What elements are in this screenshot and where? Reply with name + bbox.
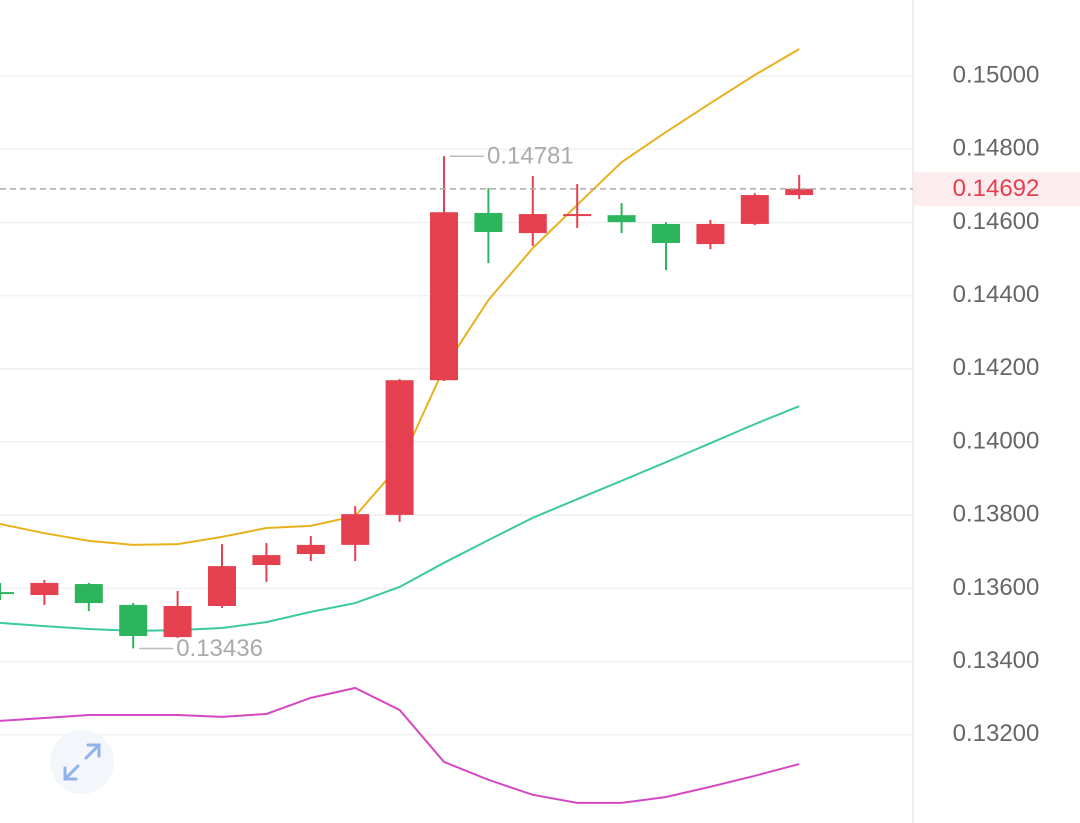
y-tick-label: 0.13200 xyxy=(953,720,1040,747)
y-tick-label: 0.14000 xyxy=(953,427,1040,454)
y-tick-label: 0.14800 xyxy=(953,135,1040,162)
candle-body xyxy=(119,604,148,637)
candle-body xyxy=(607,215,636,223)
candle-body xyxy=(785,188,814,196)
min-label: 0.13436 xyxy=(176,635,263,662)
candle-body xyxy=(296,544,325,555)
candle-body xyxy=(74,584,103,604)
candle-body xyxy=(430,212,458,381)
candle-body xyxy=(474,212,503,233)
candle-body xyxy=(740,195,769,224)
overlay-line xyxy=(0,686,800,804)
candle-body xyxy=(341,514,370,545)
y-tick-label: 0.14200 xyxy=(953,354,1040,381)
y-tick-label: 0.14600 xyxy=(953,208,1040,235)
y-tick-label: 0.15000 xyxy=(953,61,1040,88)
candle-body xyxy=(385,380,414,515)
y-tick-label: 0.13400 xyxy=(953,647,1040,674)
expand-button[interactable] xyxy=(50,730,114,794)
y-tick-label: 0.14400 xyxy=(953,281,1040,308)
candle-body xyxy=(652,223,680,243)
y-tick-label: 0.13600 xyxy=(953,574,1040,601)
candle-body xyxy=(208,566,236,606)
candle-body xyxy=(563,214,592,217)
candle-body xyxy=(252,555,281,566)
expand-bg xyxy=(50,730,114,794)
last-price-bg xyxy=(914,171,1080,206)
candle-body xyxy=(696,223,725,245)
candle-body xyxy=(163,605,192,638)
candle-body xyxy=(30,582,59,596)
y-tick-label: 0.13800 xyxy=(953,501,1040,528)
candle-body xyxy=(0,592,14,595)
last-price-label: 0.14692 xyxy=(953,175,1040,202)
candle-body xyxy=(518,214,547,234)
max-label: 0.14781 xyxy=(487,143,574,170)
expand-icon xyxy=(63,743,101,781)
